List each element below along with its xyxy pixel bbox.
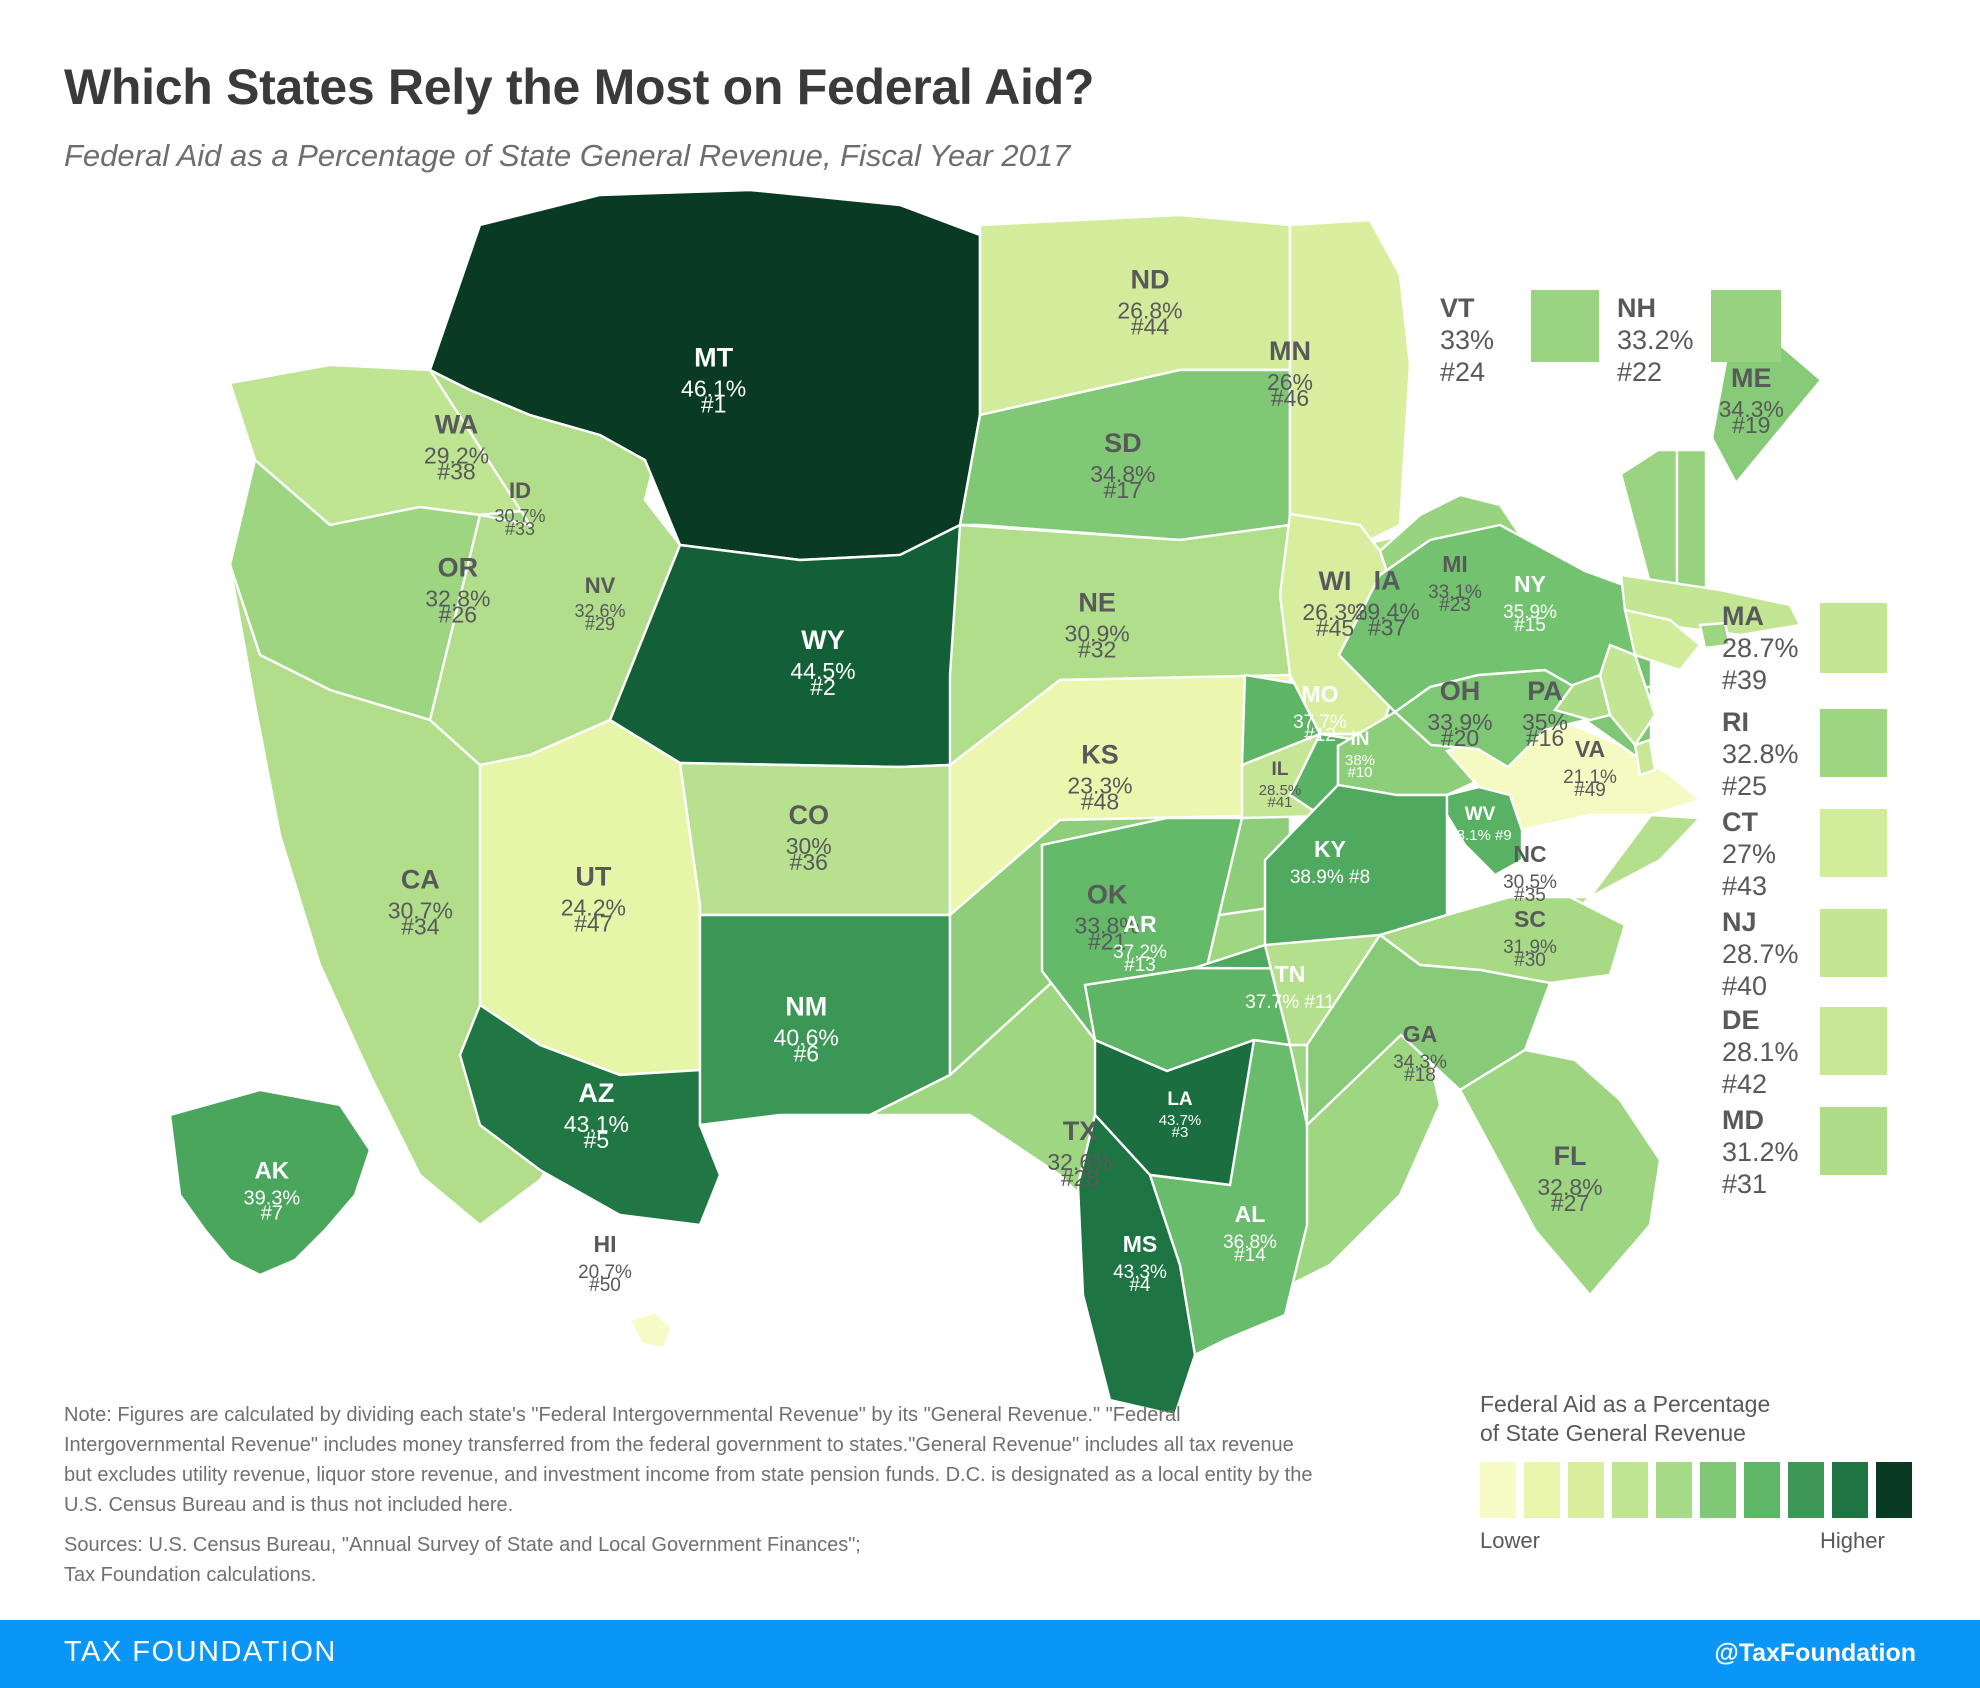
svg-text:#2: #2: [810, 674, 836, 700]
svg-text:38.9% #8: 38.9% #8: [1290, 867, 1370, 888]
svg-text:IN: IN: [1351, 729, 1370, 750]
svg-text:38.1% #9: 38.1% #9: [1448, 827, 1511, 844]
svg-text:KS: KS: [1081, 739, 1119, 769]
svg-text:#16: #16: [1526, 725, 1564, 751]
svg-text:#44: #44: [1131, 313, 1170, 339]
svg-text:MN: MN: [1269, 336, 1311, 366]
svg-text:#34: #34: [401, 913, 440, 939]
svg-text:PA: PA: [1527, 676, 1563, 706]
svg-text:#32: #32: [1078, 636, 1116, 662]
svg-text:SD: SD: [1104, 428, 1142, 458]
svg-text:#4: #4: [1129, 1275, 1151, 1296]
svg-text:#47: #47: [574, 910, 612, 936]
svg-text:#26: #26: [439, 602, 477, 628]
svg-text:#3: #3: [1172, 1124, 1189, 1141]
svg-text:#13: #13: [1124, 955, 1156, 976]
svg-text:ND: ND: [1131, 264, 1170, 294]
svg-text:NM: NM: [785, 992, 827, 1022]
svg-text:#28: #28: [1061, 1165, 1099, 1191]
svg-text:NY: NY: [1514, 571, 1546, 597]
svg-text:#33: #33: [505, 519, 535, 539]
svg-text:AK: AK: [254, 1157, 289, 1184]
svg-text:TN: TN: [1275, 961, 1306, 987]
svg-text:#19: #19: [1732, 412, 1770, 438]
svg-text:#35: #35: [1514, 885, 1546, 906]
svg-text:WA: WA: [435, 410, 479, 440]
svg-text:#23: #23: [1439, 595, 1471, 616]
svg-text:CO: CO: [789, 800, 830, 830]
svg-text:#20: #20: [1441, 725, 1479, 751]
svg-text:#6: #6: [793, 1041, 819, 1067]
svg-text:#18: #18: [1404, 1065, 1436, 1086]
svg-text:#30: #30: [1514, 950, 1546, 971]
svg-text:MO: MO: [1301, 681, 1338, 707]
svg-text:#12: #12: [1304, 725, 1336, 746]
svg-text:IL: IL: [1272, 759, 1289, 780]
svg-text:KY: KY: [1314, 836, 1346, 862]
svg-text:#36: #36: [790, 849, 828, 875]
svg-text:VA: VA: [1575, 736, 1605, 762]
svg-text:ME: ME: [1731, 363, 1772, 393]
svg-text:TX: TX: [1063, 1116, 1098, 1146]
svg-text:AL: AL: [1235, 1201, 1266, 1227]
svg-text:#29: #29: [585, 614, 615, 634]
svg-text:NV: NV: [585, 573, 616, 598]
svg-text:SC: SC: [1514, 906, 1546, 932]
svg-text:#41: #41: [1267, 794, 1292, 811]
svg-text:NE: NE: [1078, 587, 1116, 617]
svg-text:#50: #50: [589, 1275, 621, 1296]
svg-text:MI: MI: [1442, 551, 1468, 577]
svg-text:MS: MS: [1123, 1231, 1158, 1257]
svg-text:LA: LA: [1167, 1089, 1193, 1110]
svg-text:OH: OH: [1440, 676, 1481, 706]
svg-text:#1: #1: [701, 391, 727, 417]
svg-text:HI: HI: [594, 1231, 617, 1257]
svg-text:#48: #48: [1081, 788, 1119, 814]
svg-text:#15: #15: [1514, 615, 1546, 636]
svg-text:WY: WY: [801, 625, 845, 655]
svg-text:WV: WV: [1465, 804, 1496, 825]
svg-text:#17: #17: [1104, 477, 1142, 503]
svg-text:#14: #14: [1234, 1245, 1266, 1266]
svg-text:#45: #45: [1316, 615, 1354, 641]
svg-text:#49: #49: [1574, 780, 1606, 801]
svg-text:IA: IA: [1374, 565, 1401, 595]
svg-text:FL: FL: [1554, 1141, 1587, 1171]
svg-text:#5: #5: [584, 1127, 610, 1153]
svg-text:#10: #10: [1347, 764, 1372, 781]
svg-text:AR: AR: [1123, 911, 1157, 937]
svg-text:UT: UT: [575, 861, 611, 891]
svg-text:ID: ID: [509, 478, 531, 503]
svg-text:OK: OK: [1087, 880, 1128, 910]
svg-text:#27: #27: [1551, 1190, 1589, 1216]
svg-text:GA: GA: [1403, 1021, 1438, 1047]
svg-text:#46: #46: [1271, 385, 1309, 411]
svg-text:OR: OR: [438, 553, 479, 583]
svg-text:#38: #38: [437, 459, 475, 485]
svg-text:37.7% #11: 37.7% #11: [1245, 992, 1334, 1013]
svg-text:CA: CA: [401, 864, 440, 894]
svg-text:AZ: AZ: [578, 1078, 614, 1108]
svg-text:#7: #7: [261, 1202, 283, 1224]
svg-text:NC: NC: [1513, 841, 1546, 867]
svg-text:#37: #37: [1368, 614, 1406, 640]
svg-text:WI: WI: [1319, 566, 1352, 596]
svg-text:MT: MT: [694, 342, 733, 372]
